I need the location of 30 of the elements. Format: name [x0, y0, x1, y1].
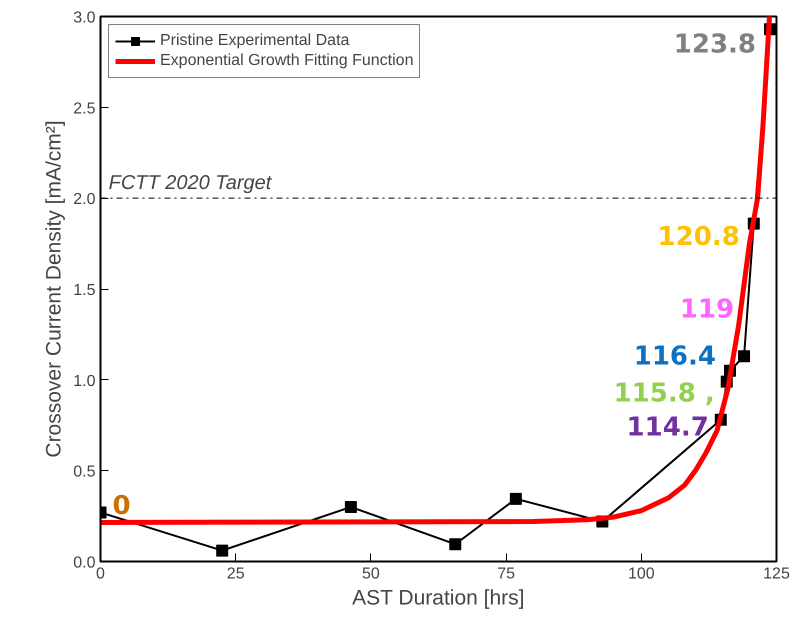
- point: [738, 350, 750, 362]
- annotation: 114.7: [626, 412, 709, 442]
- x-tick-label: 100: [628, 566, 655, 582]
- point: [216, 544, 228, 557]
- annotation: 116.4: [634, 341, 716, 372]
- annotation: 120.8: [658, 222, 740, 252]
- x-tick-label: 25: [226, 566, 245, 582]
- annotation: 123.8: [674, 30, 756, 60]
- point: [344, 501, 357, 513]
- x-axis-title: AST Duration [hrs]: [352, 586, 524, 610]
- y-axis-title: Crossover Current Density [mA/cm²]: [42, 120, 66, 458]
- y-tick-label: 0.5: [73, 464, 96, 481]
- legend-label: Pristine Experimental Data: [160, 32, 350, 50]
- x-tick-label: 125: [763, 566, 790, 582]
- ref-line-label: FCTT 2020 Target: [108, 172, 273, 194]
- x-tick-label: 0: [96, 566, 106, 582]
- point: [510, 492, 522, 505]
- annotation: 119: [680, 294, 734, 325]
- y-tick-label: 1.0: [73, 372, 96, 390]
- y-tick-label: 0.0: [73, 554, 96, 572]
- y-tick-label: 2.0: [73, 191, 96, 208]
- x-tick-label: 75: [497, 566, 516, 582]
- y-tick-label: 2.5: [73, 100, 96, 118]
- y-tick-label: 3.0: [73, 10, 96, 26]
- point: [449, 538, 462, 550]
- legend-label: Exponential Growth Fitting Function: [160, 52, 414, 70]
- x-tick-label: 50: [362, 566, 380, 582]
- y-tick-label: 1.5: [73, 282, 96, 299]
- annotation: 0: [112, 490, 131, 521]
- annotation: 115.8 ,: [614, 378, 715, 409]
